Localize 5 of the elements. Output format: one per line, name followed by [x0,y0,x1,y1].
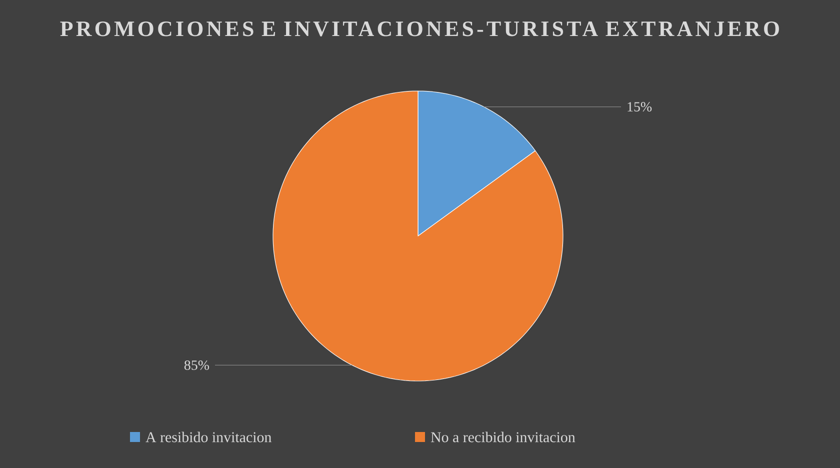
data-label: 85% [184,360,209,370]
data-label: 15% [628,102,652,112]
legend-label: No a recibido invitacion [430,432,576,442]
legend-label: A resibido invitacion [146,432,272,442]
chart-title: PROMOCIONES E INVITACIONES-TURISTA EXTRANJERO [60,22,779,36]
